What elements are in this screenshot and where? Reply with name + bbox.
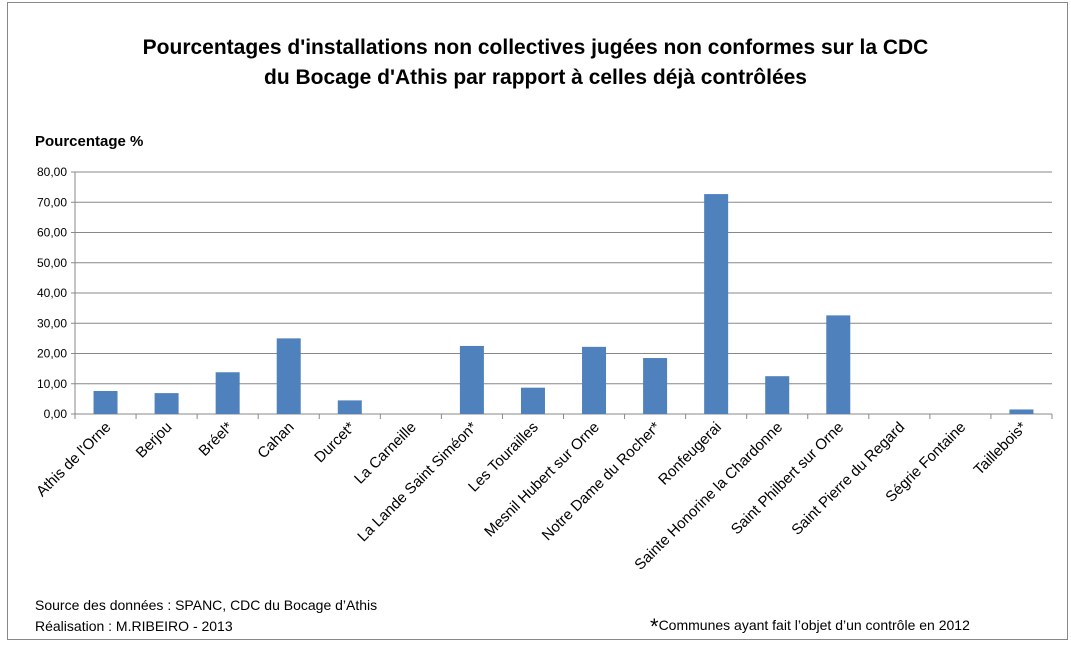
y-axis-label: Pourcentage % [35,133,144,150]
source-note: Source des données : SPANC, CDC du Bocag… [35,597,378,613]
bar [154,393,179,414]
bar [520,387,545,414]
x-category-label: Athis de l'Orne [33,419,114,500]
x-category-label: Saint Pierre du Regard [788,419,908,539]
bar [93,391,118,414]
footnote-text: Communes ayant fait l’objet d’un contrôl… [658,617,970,633]
x-category-label: La Lande Saint Siméon* [354,419,481,546]
bar [1009,409,1034,414]
x-category-label: Berjou [133,419,176,462]
bar [704,194,729,414]
y-tick-label: 80,00 [37,165,67,179]
x-category-label: Taillebois* [971,419,1031,479]
y-tick-label: 0,00 [44,407,68,421]
y-tick-label: 30,00 [37,316,67,330]
bar [826,315,851,414]
y-tick-label: 20,00 [37,347,67,361]
bar [765,376,790,414]
bar [276,338,301,414]
x-category-label: Bréel* [196,419,237,460]
y-tick-label: 10,00 [37,377,67,391]
x-category-label: Mesnil Hubert sur Orne [481,419,603,541]
chart-title-line2: du Bocage d'Athis par rapport à celles d… [264,66,807,89]
chart-title-line1: Pourcentages d'installations non collect… [142,36,929,59]
x-category-label: Saint Philbert sur Orne [728,419,847,538]
bar [215,372,240,414]
footnote: *Communes ayant fait l’objet d’un contrô… [650,610,970,639]
bar [582,346,607,414]
x-category-label: Notre Dame du Rocher* [539,419,664,544]
y-tick-label: 50,00 [37,256,67,270]
x-category-label: Durcet* [311,419,359,467]
chart-frame [7,2,1068,640]
y-tick-label: 60,00 [37,226,67,240]
y-tick-label: 70,00 [37,195,67,209]
bar [337,400,362,414]
x-category-label: Cahan [254,419,297,462]
bar [643,358,668,414]
y-tick-label: 40,00 [37,286,67,300]
bar [459,345,484,414]
credit-note: Réalisation : M.RIBEIRO - 2013 [35,618,233,634]
footnote-star: * [650,614,659,639]
